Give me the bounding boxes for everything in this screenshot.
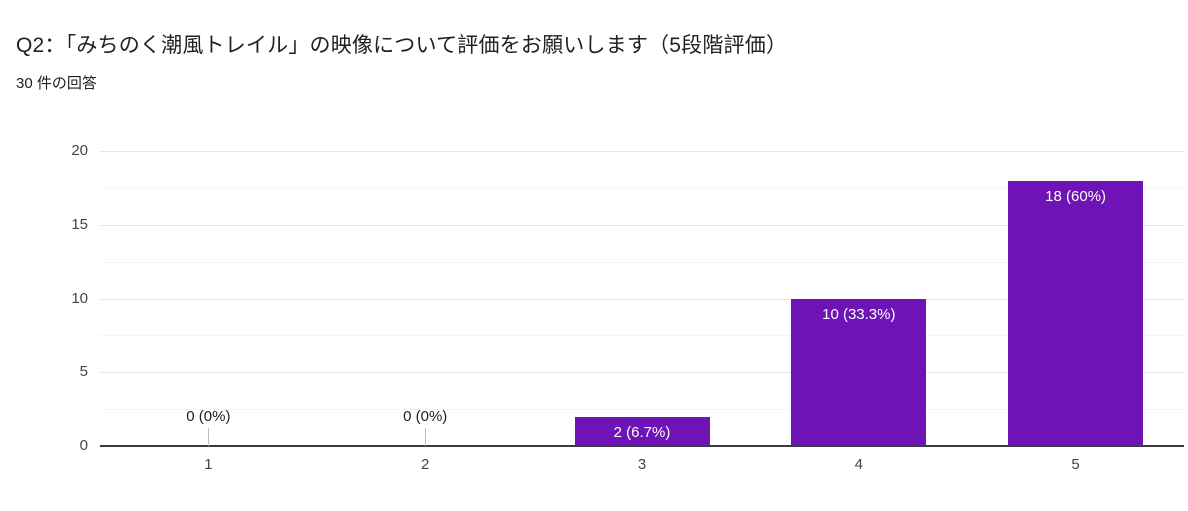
bar-chart: 0 5 10 15 20 1 0 (0%) 2 0 (0%) 3 2 (6.7%) 4 10 (33.3…: [0, 140, 1188, 500]
bar-3[interactable]: [574, 416, 710, 446]
x-axis-label: 2: [421, 456, 430, 473]
gridline-minor: [100, 335, 1184, 337]
gridline-minor: [100, 261, 1184, 263]
response-count: 30 件の回答: [16, 75, 97, 92]
gridline-major: [100, 151, 1184, 152]
bar-value-label: 0 (0%): [186, 408, 231, 425]
y-axis-label: 5: [79, 363, 88, 381]
zero-value-tick: [208, 428, 210, 446]
question-title: Q2：「みちのく潮風トレイル」の映像について評価をお願いします（5段階評価）: [16, 34, 788, 57]
bar-value-label: 10 (33.3%): [822, 305, 896, 323]
zero-value-tick: [425, 428, 427, 446]
gridline-minor: [100, 409, 1184, 411]
bar-4[interactable]: [791, 298, 927, 446]
gridline-major: [100, 372, 1184, 374]
gridline-major: [100, 224, 1184, 226]
y-axis-label: 15: [71, 215, 88, 233]
bar-value-label: 18 (60%): [1045, 187, 1107, 205]
x-axis-label: 3: [637, 456, 647, 473]
bar-5[interactable]: [1008, 180, 1144, 446]
x-axis-label: 5: [1071, 456, 1080, 473]
y-axis-label: 0: [79, 437, 88, 454]
bar-value-label: 0 (0%): [403, 408, 448, 425]
x-axis-label: 1: [204, 456, 213, 473]
gridline-major: [100, 298, 1184, 300]
y-axis-label: 20: [71, 142, 88, 159]
bar-value-label: 2 (6.7%): [613, 423, 671, 441]
x-axis-line: [100, 445, 1184, 447]
y-axis-label: 10: [71, 289, 88, 307]
x-axis-label: 4: [854, 456, 863, 473]
gridline-minor: [100, 187, 1184, 189]
plot-area: [100, 151, 1184, 447]
